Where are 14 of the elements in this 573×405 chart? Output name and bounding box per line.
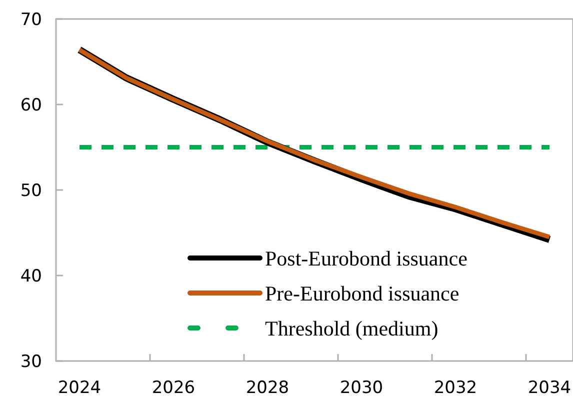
legend-label: Pre-Eurobond issuance — [265, 281, 460, 306]
y-tick-label: 40 — [20, 266, 42, 286]
x-tick-label: 2030 — [340, 378, 384, 398]
y-tick-label: 70 — [20, 10, 42, 30]
y-tick-label: 30 — [20, 352, 42, 372]
x-tick-label: 2034 — [528, 378, 572, 398]
x-tick-label: 2032 — [434, 378, 478, 398]
x-tick-label: 2026 — [152, 378, 196, 398]
x-tick-label: 2024 — [58, 378, 102, 398]
x-tick-label: 2028 — [246, 378, 290, 398]
y-tick-label: 50 — [20, 180, 42, 201]
legend-label: Threshold (medium) — [265, 316, 438, 340]
legend-label: Post-Eurobond issuance — [265, 246, 468, 270]
y-tick-label: 60 — [20, 95, 42, 116]
